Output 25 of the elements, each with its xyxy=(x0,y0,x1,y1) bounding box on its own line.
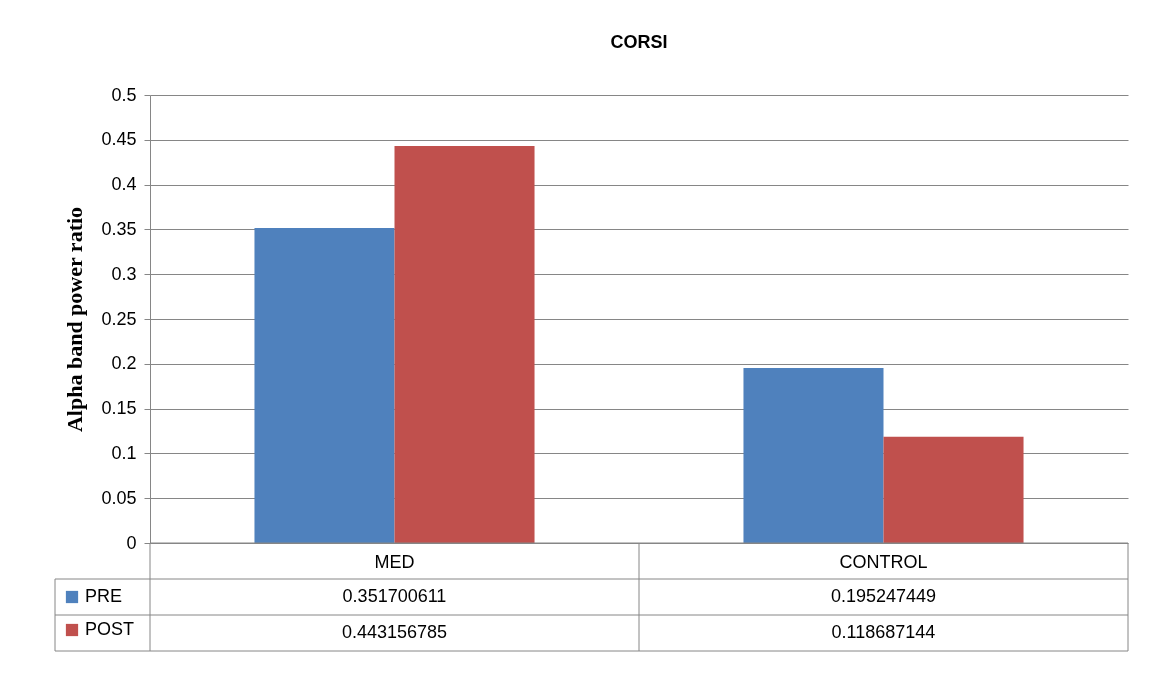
bar xyxy=(743,368,884,543)
x-tick-label: CONTROL xyxy=(839,551,928,572)
data-label: 0.118687144 xyxy=(831,622,936,642)
data-label: 0.195247449 xyxy=(830,586,937,606)
y-tick-label: 0.25 xyxy=(101,308,137,329)
legend-label: PRE xyxy=(85,586,123,606)
data-label: 0.443156785 xyxy=(341,622,448,642)
y-tick-label: 0.4 xyxy=(111,174,137,195)
bar xyxy=(394,145,535,543)
y-tick-label: 0.1 xyxy=(111,442,137,463)
y-tick-label: 0.5 xyxy=(111,84,137,105)
y-tick-label: 0.15 xyxy=(101,398,137,419)
y-tick-label: 0.05 xyxy=(101,487,137,508)
data-label: 0.351700611 xyxy=(342,586,447,606)
legend-label: POST xyxy=(85,619,135,639)
bar xyxy=(883,436,1024,543)
y-tick-label: 0 xyxy=(126,532,137,553)
x-tick-label: MED xyxy=(374,551,415,572)
y-axis-title: Alpha band power ratio xyxy=(62,206,88,433)
y-tick-label: 0.3 xyxy=(111,263,137,284)
chart-title: CORSI xyxy=(610,32,668,52)
y-tick-label: 0.45 xyxy=(101,129,137,150)
y-tick-label: 0.2 xyxy=(111,353,137,374)
y-tick-label: 0.35 xyxy=(101,218,137,239)
bar xyxy=(254,227,395,543)
